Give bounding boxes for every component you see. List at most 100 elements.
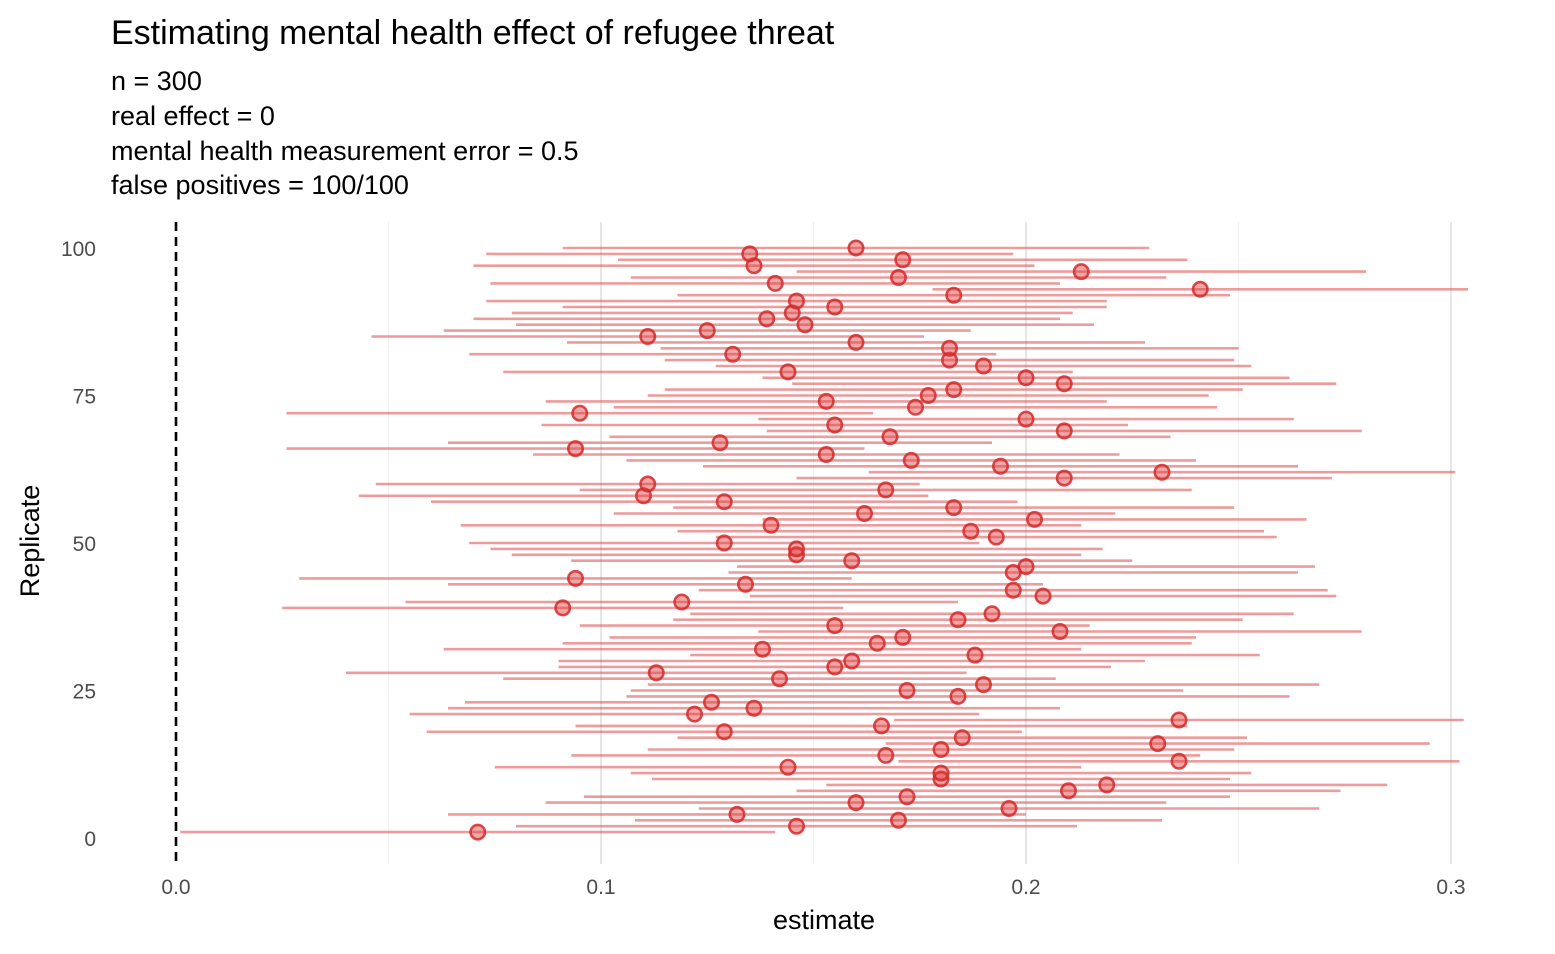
estimate-point-replicate-24: [949, 687, 967, 705]
estimate-point-replicate-92: [945, 286, 963, 304]
estimate-point-replicate-51: [987, 528, 1005, 546]
estimate-point-replicate-27: [770, 670, 788, 688]
estimate-point-replicate-30: [843, 652, 861, 670]
estimate-point-replicate-60: [639, 475, 657, 493]
estimate-point-replicate-80: [974, 357, 992, 375]
estimate-point-replicate-44: [566, 569, 584, 587]
grid-lines: [387, 222, 1452, 864]
estimate-point-replicate-90: [826, 298, 844, 316]
estimate-point-replicate-78: [1017, 369, 1035, 387]
estimate-point-replicate-1: [469, 823, 487, 841]
x-tick-label: 0.0: [161, 876, 190, 899]
estimate-point-replicate-48: [787, 546, 805, 564]
estimate-point-replicate-81: [940, 351, 958, 369]
estimate-point-replicate-21: [685, 705, 703, 723]
estimate-point-replicate-76: [945, 381, 963, 399]
estimate-point-replicate-93: [1191, 280, 1209, 298]
y-tick-label: 100: [61, 238, 96, 261]
estimate-point-replicate-71: [1017, 410, 1035, 428]
y-axis-title: Replicate: [15, 485, 45, 598]
estimate-point-replicate-64: [902, 451, 920, 469]
y-tick-label: 75: [73, 386, 96, 409]
estimate-point-replicate-56: [945, 499, 963, 517]
subtitle-sample-size: n = 300: [111, 66, 202, 96]
estimate-point-replicate-16: [1149, 735, 1167, 753]
estimate-point-replicate-29: [826, 658, 844, 676]
estimate-point-replicate-95: [889, 268, 907, 286]
estimate-point-replicate-65: [817, 445, 835, 463]
confidence-intervals: [180, 246, 1468, 834]
estimate-point-replicate-34: [894, 628, 912, 646]
estimate-point-replicate-72: [571, 404, 589, 422]
estimate-point-replicate-13: [1170, 752, 1188, 770]
estimate-point-replicate-37: [949, 611, 967, 629]
estimate-point-replicate-28: [647, 664, 665, 682]
estimate-point-replicate-100: [847, 239, 865, 257]
estimate-point-replicate-74: [817, 392, 835, 410]
estimate-point-replicate-5: [1000, 799, 1018, 817]
estimate-point-replicate-69: [1055, 422, 1073, 440]
estimate-point-replicate-2: [787, 817, 805, 835]
estimate-point-replicate-86: [698, 322, 716, 340]
estimate-point-replicate-25: [898, 681, 916, 699]
estimate-point-replicate-50: [715, 534, 733, 552]
estimate-point-replicate-96: [1072, 263, 1090, 281]
estimate-point-replicate-66: [566, 440, 584, 458]
estimate-point-replicate-57: [715, 493, 733, 511]
subtitle-real-effect: real effect = 0: [111, 101, 275, 131]
estimate-point-replicate-73: [906, 398, 924, 416]
estimate-point-replicate-67: [711, 434, 729, 452]
estimate-point-replicate-68: [881, 428, 899, 446]
estimate-point-replicate-7: [898, 788, 916, 806]
estimate-point-replicate-91: [787, 292, 805, 310]
estimate-point-replicate-41: [1034, 587, 1052, 605]
estimate-point-replicate-39: [554, 599, 572, 617]
estimate-point-replicate-17: [953, 729, 971, 747]
estimate-points: [469, 239, 1209, 841]
estimate-point-replicate-59: [877, 481, 895, 499]
estimate-point-replicate-52: [962, 522, 980, 540]
estimate-point-replicate-9: [1098, 776, 1116, 794]
estimate-point-replicate-70: [826, 416, 844, 434]
estimate-point-replicate-47: [843, 552, 861, 570]
y-axis-ticks: 0 25 50 75 100: [61, 238, 96, 851]
estimate-point-replicate-75: [919, 386, 937, 404]
estimate-point-replicate-4: [728, 805, 746, 823]
estimate-point-replicate-83: [940, 339, 958, 357]
estimate-point-replicate-63: [991, 457, 1009, 475]
estimate-point-replicate-31: [966, 646, 984, 664]
estimate-point-replicate-36: [826, 617, 844, 635]
y-tick-label: 50: [73, 533, 96, 556]
estimate-point-replicate-12: [779, 758, 797, 776]
subtitle-measurement-error: mental health measurement error = 0.5: [111, 136, 579, 166]
estimate-point-replicate-98: [894, 251, 912, 269]
estimate-point-replicate-94: [766, 274, 784, 292]
subtitle-false-positives: false positives = 100/100: [111, 170, 409, 200]
estimate-point-replicate-33: [868, 634, 886, 652]
estimate-point-replicate-22: [745, 699, 763, 717]
estimate-point-replicate-32: [753, 640, 771, 658]
y-tick-label: 25: [73, 681, 96, 704]
estimate-point-replicate-55: [855, 504, 873, 522]
estimate-point-replicate-19: [872, 717, 890, 735]
x-tick-label: 0.3: [1436, 876, 1465, 899]
chart-title: Estimating mental health effect of refug…: [111, 14, 835, 52]
estimate-point-replicate-35: [1051, 622, 1069, 640]
x-tick-label: 0.2: [1011, 876, 1040, 899]
x-axis-title: estimate: [773, 905, 875, 935]
estimate-point-replicate-40: [673, 593, 691, 611]
estimate-point-replicate-18: [715, 723, 733, 741]
estimate-point-replicate-99: [741, 245, 759, 263]
estimate-point-replicate-82: [724, 345, 742, 363]
estimate-point-replicate-8: [1060, 782, 1078, 800]
x-tick-label: 0.1: [586, 876, 615, 899]
estimate-point-replicate-11: [932, 764, 950, 782]
estimate-point-replicate-88: [758, 310, 776, 328]
estimate-point-replicate-61: [1055, 469, 1073, 487]
estimate-point-replicate-20: [1170, 711, 1188, 729]
estimate-point-replicate-54: [1026, 510, 1044, 528]
estimate-point-replicate-42: [1004, 581, 1022, 599]
estimate-point-replicate-6: [847, 794, 865, 812]
estimate-point-replicate-15: [932, 740, 950, 758]
